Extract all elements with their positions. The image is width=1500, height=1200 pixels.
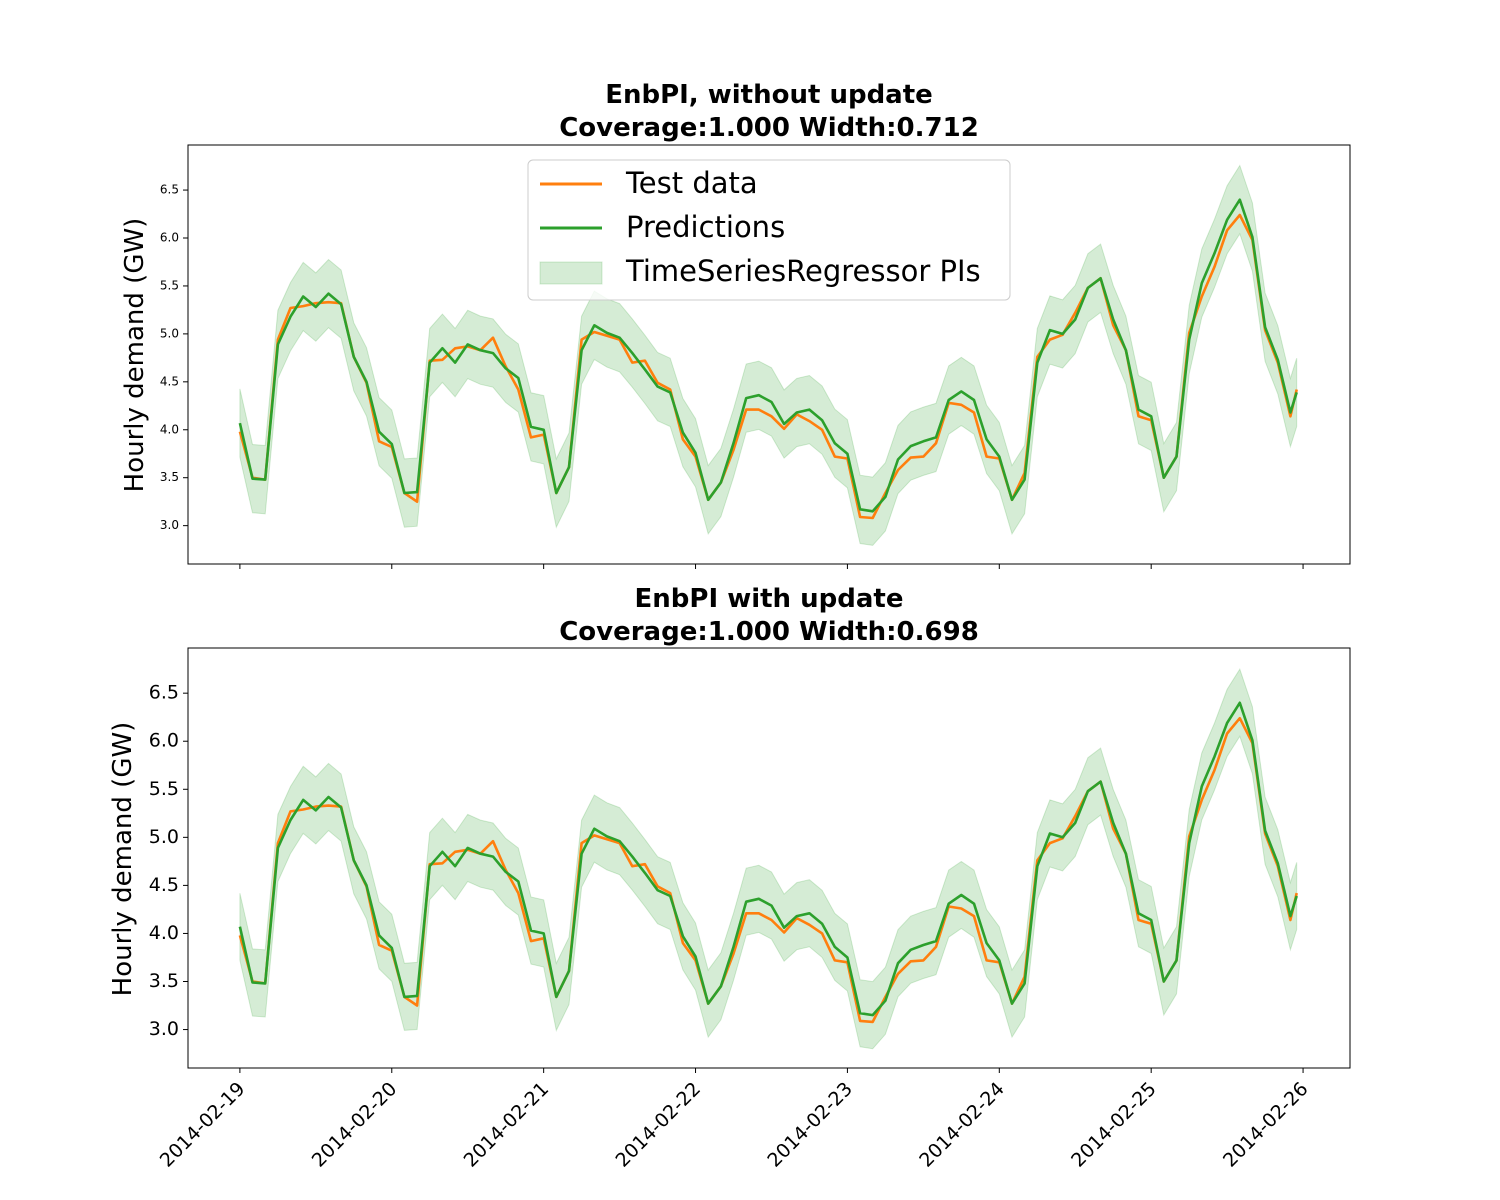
- top-y-axis-label: Hourly demand (GW): [120, 218, 150, 493]
- y-tick-label: 3.0: [149, 1018, 179, 1040]
- x-tick-label: 2014-02-22: [611, 1078, 705, 1172]
- bottom-axes-frame: [187, 647, 1351, 1069]
- y-tick-label: 6.0: [160, 231, 179, 245]
- bottom-plot-area: [238, 668, 1298, 1050]
- x-tick-label: 2014-02-20: [308, 1078, 402, 1172]
- y-tick-label: 5.5: [149, 778, 179, 800]
- bottom-y-axis-label: Hourly demand (GW): [108, 722, 138, 997]
- bottom-title-line2: Coverage:1.000 Width:0.698: [559, 617, 979, 647]
- x-tick-label: 2014-02-23: [763, 1078, 857, 1172]
- bottom-y-ticks: 3.0 3.5 4.0 4.5 5.0 5.5 6.0 6.5: [149, 682, 188, 1040]
- top-x-ticks: [239, 564, 1304, 569]
- y-tick-label: 3.5: [160, 470, 179, 484]
- top-title-line2: Coverage:1.000 Width:0.712: [559, 113, 979, 143]
- top-axes-frame: [187, 144, 1351, 565]
- x-tick-label: 2014-02-26: [1219, 1078, 1313, 1172]
- bottom-panel: EnbPI with update Coverage:1.000 Width:0…: [108, 584, 1351, 1172]
- x-tick-label: 2014-02-24: [915, 1078, 1009, 1172]
- x-tick-label: 2014-02-19: [156, 1078, 250, 1172]
- x-tick-label: 2014-02-21: [460, 1078, 554, 1172]
- legend-test-label: Test data: [625, 166, 758, 200]
- prediction-interval-band: [239, 668, 1298, 1050]
- y-tick-label: 6.0: [149, 730, 179, 752]
- legend-pred-label: Predictions: [626, 210, 785, 244]
- legend: Test data Predictions TimeSeriesRegresso…: [527, 159, 1011, 301]
- y-tick-label: 6.5: [149, 682, 179, 704]
- predictions-line: [238, 198, 1298, 513]
- y-tick-label: 4.0: [160, 422, 179, 436]
- y-tick-label: 3.0: [160, 518, 179, 532]
- x-tick-label: 2014-02-25: [1067, 1078, 1161, 1172]
- top-panel: EnbPI, without update Coverage:1.000 Wid…: [120, 80, 1351, 569]
- legend-band-patch-icon: [539, 261, 603, 285]
- y-tick-label: 3.5: [149, 970, 179, 992]
- y-tick-label: 5.5: [160, 278, 179, 292]
- top-y-ticks: 3.0 3.5 4.0 4.5 5.0 5.5 6.0 6.5: [160, 183, 188, 532]
- top-title-line1: EnbPI, without update: [605, 80, 933, 110]
- y-tick-label: 4.0: [149, 922, 179, 944]
- predictions-line: [238, 701, 1298, 1017]
- y-tick-label: 4.5: [160, 374, 179, 388]
- legend-band-label: TimeSeriesRegressor PIs: [625, 254, 981, 288]
- legend-box: [527, 159, 1011, 301]
- bottom-title-line1: EnbPI with update: [635, 584, 904, 614]
- y-tick-label: 5.0: [160, 326, 179, 340]
- y-tick-label: 5.0: [149, 826, 179, 848]
- y-tick-label: 4.5: [149, 874, 179, 896]
- bottom-x-ticks: 2014-02-19 2014-02-20 2014-02-21 2014-02-22…: [156, 1068, 1313, 1172]
- y-tick-label: 6.5: [160, 183, 179, 197]
